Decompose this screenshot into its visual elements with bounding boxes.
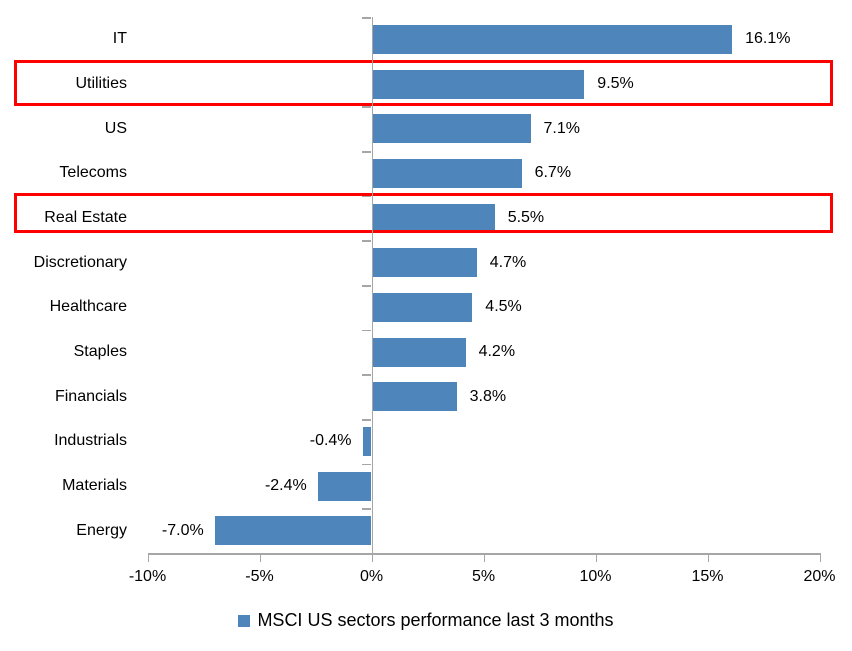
category-label: US — [104, 119, 127, 137]
bar-telecoms — [371, 158, 522, 188]
category-label: Energy — [76, 521, 127, 539]
category-label: Utilities — [75, 74, 127, 92]
bar-staples — [371, 337, 466, 367]
x-axis-tick-label: 0% — [359, 568, 384, 585]
value-label: 4.5% — [485, 298, 522, 316]
x-axis-tick — [147, 553, 149, 562]
category-axis-tick — [362, 285, 371, 287]
value-label: 3.8% — [469, 387, 507, 405]
category-label: Financials — [54, 387, 127, 405]
bar-materials — [317, 471, 372, 501]
category-label: Industrials — [54, 432, 127, 450]
x-axis-tick-label: -10% — [128, 568, 167, 585]
bar-utilities — [371, 69, 585, 99]
category-axis-tick — [362, 419, 371, 421]
category-label: Healthcare — [49, 298, 127, 316]
x-axis-tick — [371, 553, 373, 562]
legend-label: MSCI US sectors performance last 3 month… — [257, 610, 614, 630]
category-axis-tick — [362, 195, 371, 198]
x-axis-tick-label: -5% — [245, 568, 274, 585]
category-axis-tick — [362, 17, 371, 19]
legend: MSCI US sectors performance last 3 month… — [0, 610, 852, 631]
value-label: 6.7% — [534, 164, 572, 182]
bar-real-estate — [371, 203, 495, 233]
bar-us — [371, 114, 531, 144]
value-label: 16.1% — [745, 30, 791, 48]
value-label: 7.1% — [543, 119, 580, 137]
value-label: -0.4% — [309, 432, 352, 450]
bar-it — [371, 24, 733, 54]
value-label: -2.4% — [264, 477, 307, 495]
value-label: 5.5% — [507, 209, 545, 226]
category-axis-tick — [362, 61, 371, 64]
value-label: 4.2% — [478, 343, 516, 361]
x-axis-tick — [707, 553, 709, 562]
category-label: Materials — [62, 477, 127, 495]
category-label: Discretionary — [33, 253, 127, 271]
x-axis-tick-label: 20% — [803, 568, 836, 585]
x-axis-tick — [483, 553, 485, 562]
category-axis-tick — [362, 151, 371, 153]
bar-industrials — [362, 426, 372, 456]
category-axis-tick — [362, 329, 371, 332]
x-axis-tick-label: 10% — [579, 568, 612, 585]
value-label: -7.0% — [161, 521, 204, 539]
category-label: Staples — [73, 343, 127, 361]
category-label: Telecoms — [59, 164, 127, 182]
category-axis-tick — [362, 463, 371, 466]
x-axis-tick — [259, 553, 261, 562]
bar-financials — [371, 382, 457, 412]
bar-discretionary — [371, 248, 477, 278]
category-label: IT — [112, 30, 127, 48]
x-axis-tick-label: 5% — [471, 568, 496, 585]
category-axis-tick — [362, 508, 371, 510]
x-axis-tick — [595, 553, 597, 562]
value-label: 9.5% — [597, 74, 634, 92]
category-axis-tick — [362, 374, 371, 376]
zero-axis-line — [371, 17, 373, 553]
legend-swatch-icon — [238, 614, 251, 627]
bar-energy — [214, 516, 372, 546]
bar-healthcare — [371, 292, 473, 322]
x-axis-tick — [819, 553, 821, 562]
category-axis-tick — [362, 240, 371, 242]
category-axis-tick — [362, 106, 371, 108]
category-label: Real Estate — [44, 209, 127, 226]
value-label: 4.7% — [489, 253, 527, 271]
x-axis-tick-label: 15% — [691, 568, 724, 585]
